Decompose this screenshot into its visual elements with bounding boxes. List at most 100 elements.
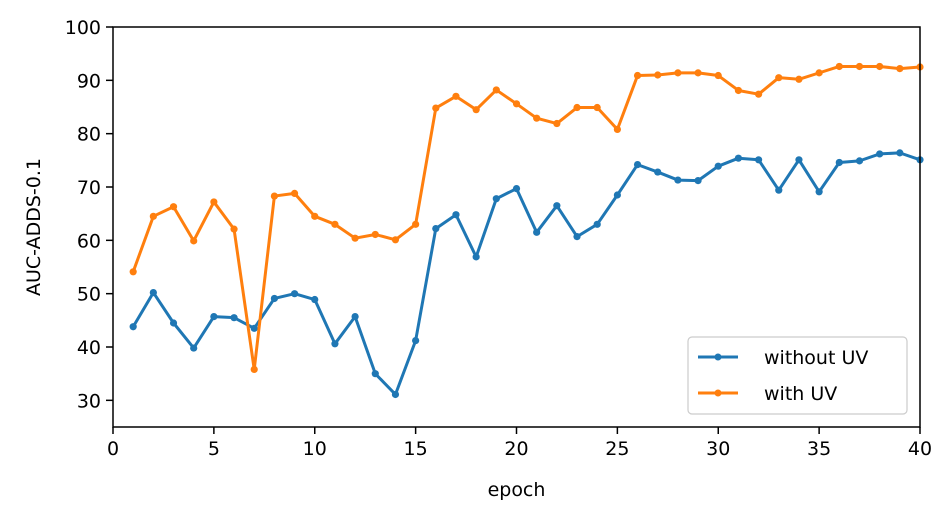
- y-tick-label: 50: [77, 284, 101, 306]
- data-point-without-uv: [149, 289, 157, 297]
- x-tick-label: 25: [605, 438, 629, 460]
- data-point-with-uv: [311, 212, 319, 220]
- data-point-without-uv: [553, 202, 561, 210]
- data-point-without-uv: [169, 319, 178, 327]
- data-point-with-uv: [351, 234, 359, 242]
- data-point-with-uv: [835, 62, 843, 71]
- data-point-without-uv: [250, 324, 258, 332]
- y-tick-label: 30: [77, 390, 101, 412]
- data-point-without-uv: [613, 191, 621, 199]
- data-point-with-uv: [674, 69, 682, 77]
- x-tick-label: 5: [208, 438, 220, 460]
- data-point-without-uv: [391, 390, 400, 399]
- data-point-without-uv: [633, 161, 642, 169]
- data-point-with-uv: [371, 230, 379, 239]
- data-point-without-uv: [311, 295, 319, 304]
- data-point-with-uv: [633, 71, 642, 80]
- data-point-without-uv: [412, 337, 420, 345]
- data-point-with-uv: [331, 220, 339, 228]
- legend-entry-with-uv: with UV: [764, 383, 837, 405]
- data-point-with-uv: [452, 92, 460, 100]
- data-point-with-uv: [533, 114, 541, 122]
- series-layer: [129, 62, 924, 399]
- data-point-without-uv: [855, 157, 864, 165]
- data-point-with-uv: [129, 268, 137, 276]
- data-point-with-uv: [210, 198, 218, 206]
- legend-marker-with-uv: [714, 389, 722, 397]
- data-point-with-uv: [795, 75, 803, 83]
- data-point-without-uv: [775, 186, 783, 194]
- data-point-with-uv: [775, 74, 783, 82]
- data-point-without-uv: [734, 154, 743, 162]
- x-tick-label: 15: [404, 438, 428, 460]
- legend-entry-without-uv: without UV: [764, 347, 868, 369]
- data-point-without-uv: [755, 156, 763, 164]
- data-point-without-uv: [896, 149, 904, 157]
- data-point-with-uv: [654, 71, 662, 79]
- data-point-with-uv: [714, 71, 722, 80]
- legend-marker-without-uv: [714, 353, 722, 361]
- data-point-without-uv: [815, 188, 823, 196]
- series-line-with-uv: [131, 64, 922, 371]
- data-point-with-uv: [412, 220, 420, 228]
- data-point-with-uv: [815, 69, 823, 77]
- data-point-with-uv: [270, 192, 278, 200]
- data-point-with-uv: [876, 62, 884, 71]
- data-point-without-uv: [533, 228, 541, 236]
- data-point-with-uv: [492, 86, 500, 94]
- data-point-without-uv: [331, 340, 339, 348]
- x-tick-label: 10: [303, 438, 327, 460]
- data-point-without-uv: [472, 253, 480, 261]
- data-point-without-uv: [452, 211, 460, 219]
- data-point-with-uv: [149, 212, 157, 220]
- y-tick-label: 60: [77, 230, 101, 252]
- y-tick-label: 40: [77, 337, 101, 359]
- data-point-with-uv: [290, 189, 299, 197]
- legend: without UV with UV: [687, 336, 908, 415]
- x-tick-label: 0: [107, 438, 119, 460]
- axes-layer: 0 5 10 15 20 25 30 35 40 30 40 50 60 70 80 90 100: [65, 17, 932, 460]
- y-tick-label: 90: [77, 70, 101, 92]
- x-tick-label: 20: [504, 438, 528, 460]
- data-point-without-uv: [290, 290, 299, 298]
- data-point-with-uv: [613, 125, 621, 133]
- data-point-with-uv: [250, 365, 258, 373]
- y-tick-label: 80: [77, 124, 101, 146]
- x-tick-label: 35: [807, 438, 831, 460]
- data-point-without-uv: [351, 313, 359, 321]
- series-line-without-uv: [131, 151, 922, 396]
- data-point-without-uv: [654, 168, 662, 176]
- data-point-with-uv: [734, 86, 743, 95]
- data-point-without-uv: [492, 195, 500, 203]
- data-point-without-uv: [573, 233, 581, 241]
- data-point-without-uv: [876, 150, 884, 158]
- x-axis-label: epoch: [488, 479, 546, 501]
- data-point-without-uv: [835, 158, 843, 167]
- legend-box: [687, 336, 908, 415]
- data-point-with-uv: [230, 225, 238, 233]
- x-tick-label: 30: [706, 438, 730, 460]
- data-point-without-uv: [129, 323, 137, 331]
- data-point-without-uv: [230, 314, 238, 322]
- data-point-with-uv: [755, 90, 763, 98]
- data-point-without-uv: [371, 370, 379, 378]
- data-point-with-uv: [391, 236, 400, 244]
- data-point-without-uv: [714, 162, 722, 170]
- data-point-with-uv: [855, 62, 864, 71]
- data-point-without-uv: [210, 313, 218, 321]
- y-axis-label: AUC-ADDS-0.1: [23, 158, 45, 296]
- data-point-without-uv: [270, 294, 278, 303]
- data-point-without-uv: [593, 220, 601, 228]
- data-point-without-uv: [190, 344, 198, 352]
- data-point-with-uv: [512, 100, 521, 108]
- data-point-with-uv: [553, 119, 561, 128]
- x-tick-label: 40: [908, 438, 932, 460]
- data-point-with-uv: [694, 69, 702, 77]
- data-point-with-uv: [896, 65, 904, 73]
- data-point-without-uv: [674, 176, 682, 184]
- data-point-without-uv: [795, 156, 803, 164]
- data-point-without-uv: [694, 177, 702, 185]
- data-point-with-uv: [169, 203, 178, 211]
- data-point-with-uv: [593, 103, 601, 112]
